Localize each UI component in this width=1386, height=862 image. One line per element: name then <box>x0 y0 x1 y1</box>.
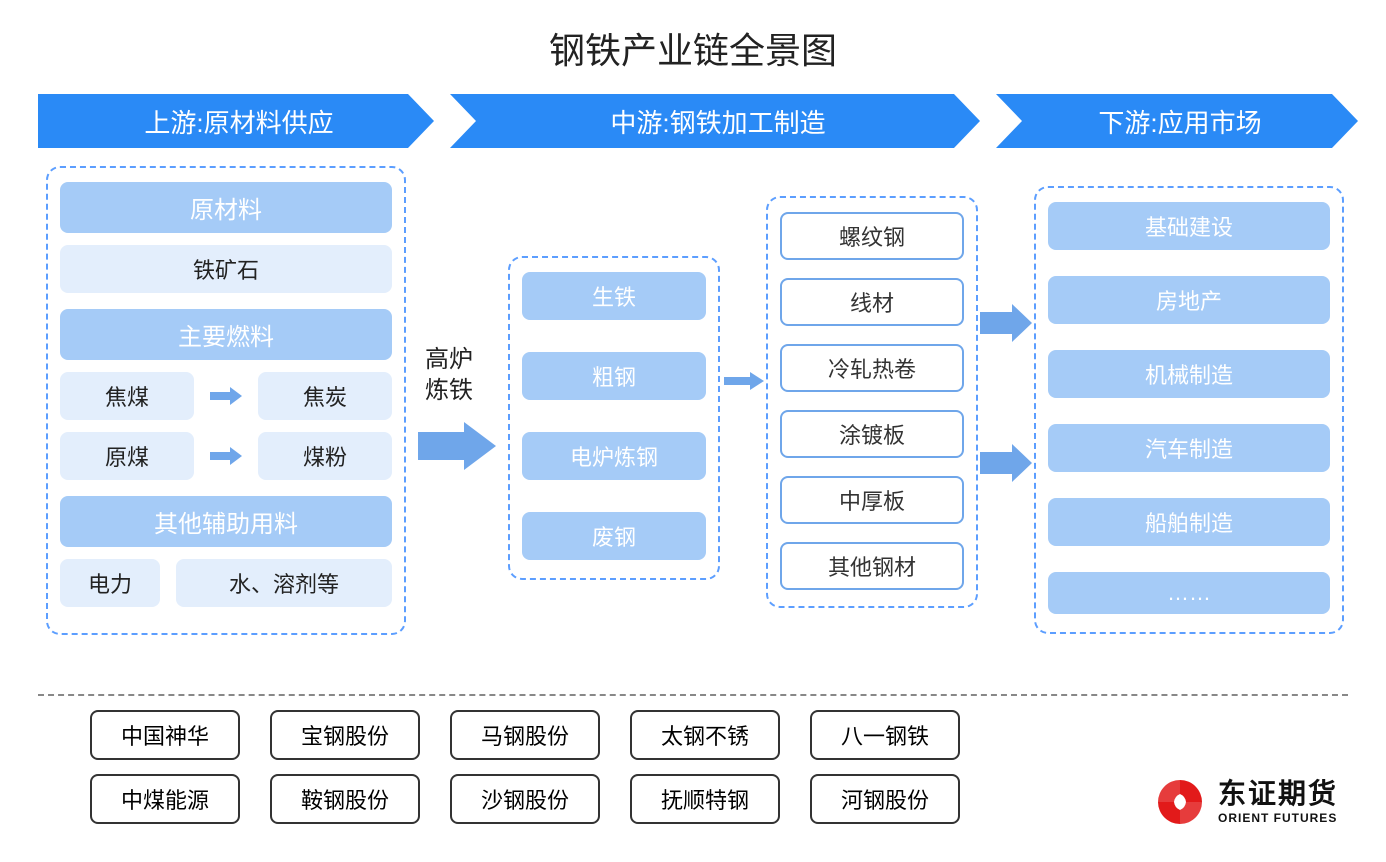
page-title: 钢铁产业链全景图 <box>0 0 1386 84</box>
company-0-0: 中国神华 <box>90 710 240 760</box>
down-item-5: …… <box>1048 572 1330 614</box>
upstream-item-iron-ore: 铁矿石 <box>60 245 392 293</box>
company-0-2: 马钢股份 <box>450 710 600 760</box>
midright-item-3: 涂镀板 <box>780 410 964 458</box>
down-item-1: 房地产 <box>1048 276 1330 324</box>
chevron-upstream: 上游:原材料供应 <box>38 94 434 148</box>
chevron-downstream: 下游:应用市场 <box>996 94 1358 148</box>
box-upstream: 原材料 铁矿石 主要燃料 焦煤 焦炭 原煤 煤粉 其他辅助用料 电力 水、溶剂等 <box>46 166 406 635</box>
logo-icon <box>1154 776 1206 828</box>
arrow-yuanmei-to-meifen <box>210 432 242 480</box>
chevron-headers: 上游:原材料供应 中游:钢铁加工制造 下游:应用市场 <box>38 94 1348 148</box>
logo-text: 东证期货 ORIENT FUTURES <box>1218 780 1338 824</box>
midleft-item-0: 生铁 <box>522 272 706 320</box>
midleft-item-3: 废钢 <box>522 512 706 560</box>
logo-text-en: ORIENT FUTURES <box>1218 812 1338 824</box>
down-item-0: 基础建设 <box>1048 202 1330 250</box>
company-0-1: 宝钢股份 <box>270 710 420 760</box>
midleft-item-2: 电炉炼钢 <box>522 432 706 480</box>
upstream-jiaotan: 焦炭 <box>258 372 392 420</box>
arrow-jiaomei-to-jiaotan <box>210 372 242 420</box>
brand-logo: 东证期货 ORIENT FUTURES <box>1154 776 1338 828</box>
midright-item-2: 冷轧热卷 <box>780 344 964 392</box>
upstream-yuanmei: 原煤 <box>60 432 194 480</box>
upstream-electricity: 电力 <box>60 559 160 607</box>
upstream-jiaomei: 焦煤 <box>60 372 194 420</box>
midright-item-0: 螺纹钢 <box>780 212 964 260</box>
arrow-midleft-to-midright <box>724 372 764 395</box>
arrow-midright-to-down-1 <box>980 304 1032 347</box>
midright-item-5: 其他钢材 <box>780 542 964 590</box>
chevron-midstream-label: 中游:钢铁加工制造 <box>450 94 980 148</box>
upstream-sec2-header: 主要燃料 <box>60 309 392 360</box>
chevron-downstream-label: 下游:应用市场 <box>996 94 1358 148</box>
arrow-upstream-to-mid <box>418 422 496 475</box>
upstream-meifen: 煤粉 <box>258 432 392 480</box>
logo-text-cn: 东证期货 <box>1218 780 1338 808</box>
down-item-3: 汽车制造 <box>1048 424 1330 472</box>
upstream-water-solvent: 水、溶剂等 <box>176 559 392 607</box>
box-mid-left: 生铁 粗钢 电炉炼钢 废钢 <box>508 256 720 580</box>
box-downstream: 基础建设 房地产 机械制造 汽车制造 船舶制造 …… <box>1034 186 1344 634</box>
upstream-sec1-header: 原材料 <box>60 182 392 233</box>
midright-item-4: 中厚板 <box>780 476 964 524</box>
midright-item-1: 线材 <box>780 278 964 326</box>
company-1-3: 抚顺特钢 <box>630 774 780 824</box>
upstream-pair-row-0: 焦煤 焦炭 <box>60 372 392 420</box>
arrow-midright-to-down-2 <box>980 444 1032 487</box>
upstream-pair-row-1: 原煤 煤粉 <box>60 432 392 480</box>
section-divider <box>38 694 1348 696</box>
company-1-4: 河钢股份 <box>810 774 960 824</box>
diagram-content: 高炉 炼铁 原材料 铁矿石 主要燃料 焦煤 焦炭 原煤 煤粉 <box>0 166 1386 686</box>
chevron-midstream: 中游:钢铁加工制造 <box>450 94 980 148</box>
company-1-1: 鞍钢股份 <box>270 774 420 824</box>
company-0-4: 八一钢铁 <box>810 710 960 760</box>
company-0-3: 太钢不锈 <box>630 710 780 760</box>
annotation-furnace: 高炉 炼铁 <box>425 344 473 406</box>
down-item-2: 机械制造 <box>1048 350 1330 398</box>
company-1-2: 沙钢股份 <box>450 774 600 824</box>
upstream-sec3-row: 电力 水、溶剂等 <box>60 559 392 607</box>
companies-grid: 中国神华 宝钢股份 马钢股份 太钢不锈 八一钢铁 中煤能源 鞍钢股份 沙钢股份 … <box>90 710 1296 824</box>
upstream-sec3-header: 其他辅助用料 <box>60 496 392 547</box>
midleft-item-1: 粗钢 <box>522 352 706 400</box>
chevron-upstream-label: 上游:原材料供应 <box>38 94 434 148</box>
down-item-4: 船舶制造 <box>1048 498 1330 546</box>
box-mid-right: 螺纹钢 线材 冷轧热卷 涂镀板 中厚板 其他钢材 <box>766 196 978 608</box>
company-1-0: 中煤能源 <box>90 774 240 824</box>
